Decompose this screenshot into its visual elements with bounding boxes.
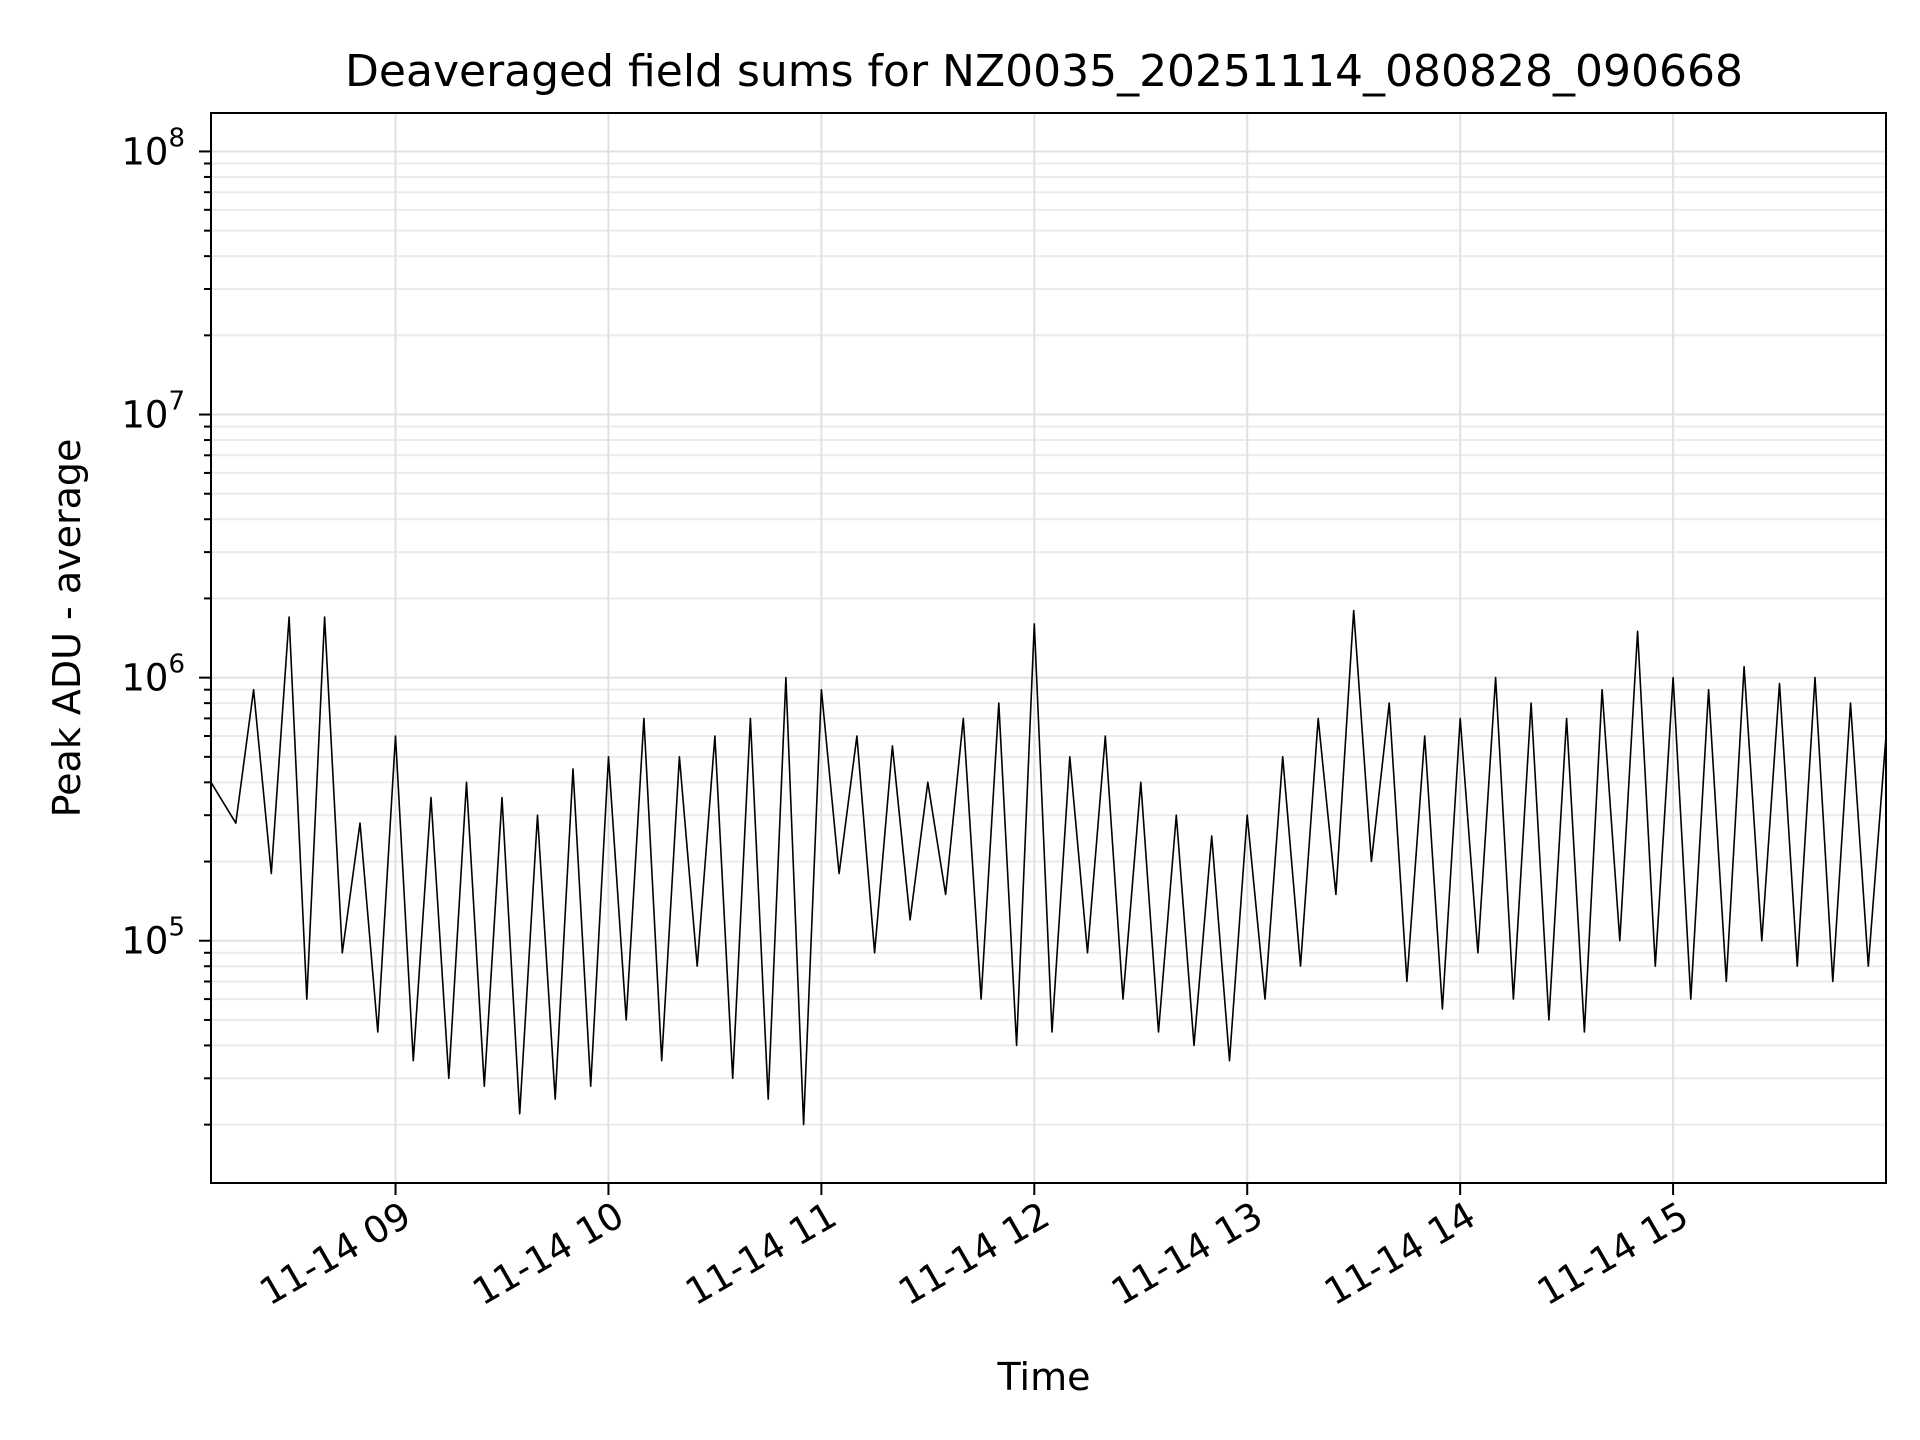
x-tick-label: 11-14 12 [891, 1194, 1057, 1314]
x-tick-label: 11-14 10 [465, 1194, 631, 1314]
axis-ticks [199, 150, 1675, 1195]
y-tick-label: 105 [121, 913, 185, 963]
series-line [210, 609, 1887, 1126]
x-tick-label: 11-14 15 [1530, 1194, 1696, 1314]
x-axis-label: Time [997, 1355, 1091, 1399]
y-axis-label: Peak ADU - average [45, 439, 89, 818]
x-tick-label: 11-14 09 [252, 1194, 418, 1314]
x-tick-label: 11-14 13 [1104, 1194, 1270, 1314]
x-tick-label: 11-14 14 [1317, 1194, 1483, 1314]
chart-title: Deaveraged field sums for NZ0035_2025111… [345, 46, 1743, 97]
plot-frame [210, 112, 1887, 1184]
y-tick-label: 106 [121, 650, 185, 700]
y-tick-label: 108 [121, 123, 185, 173]
minor-grid [211, 162, 1886, 1126]
x-tick-labels: 11-14 09 11-14 10 11-14 11 11-14 12 11-14 13… [252, 1194, 1695, 1314]
major-grid [211, 113, 1886, 1183]
x-tick-label: 11-14 11 [678, 1194, 844, 1314]
series-group [210, 609, 1887, 1126]
y-tick-labels: 105 106 107 108 [121, 123, 185, 962]
y-tick-label: 107 [121, 387, 185, 437]
